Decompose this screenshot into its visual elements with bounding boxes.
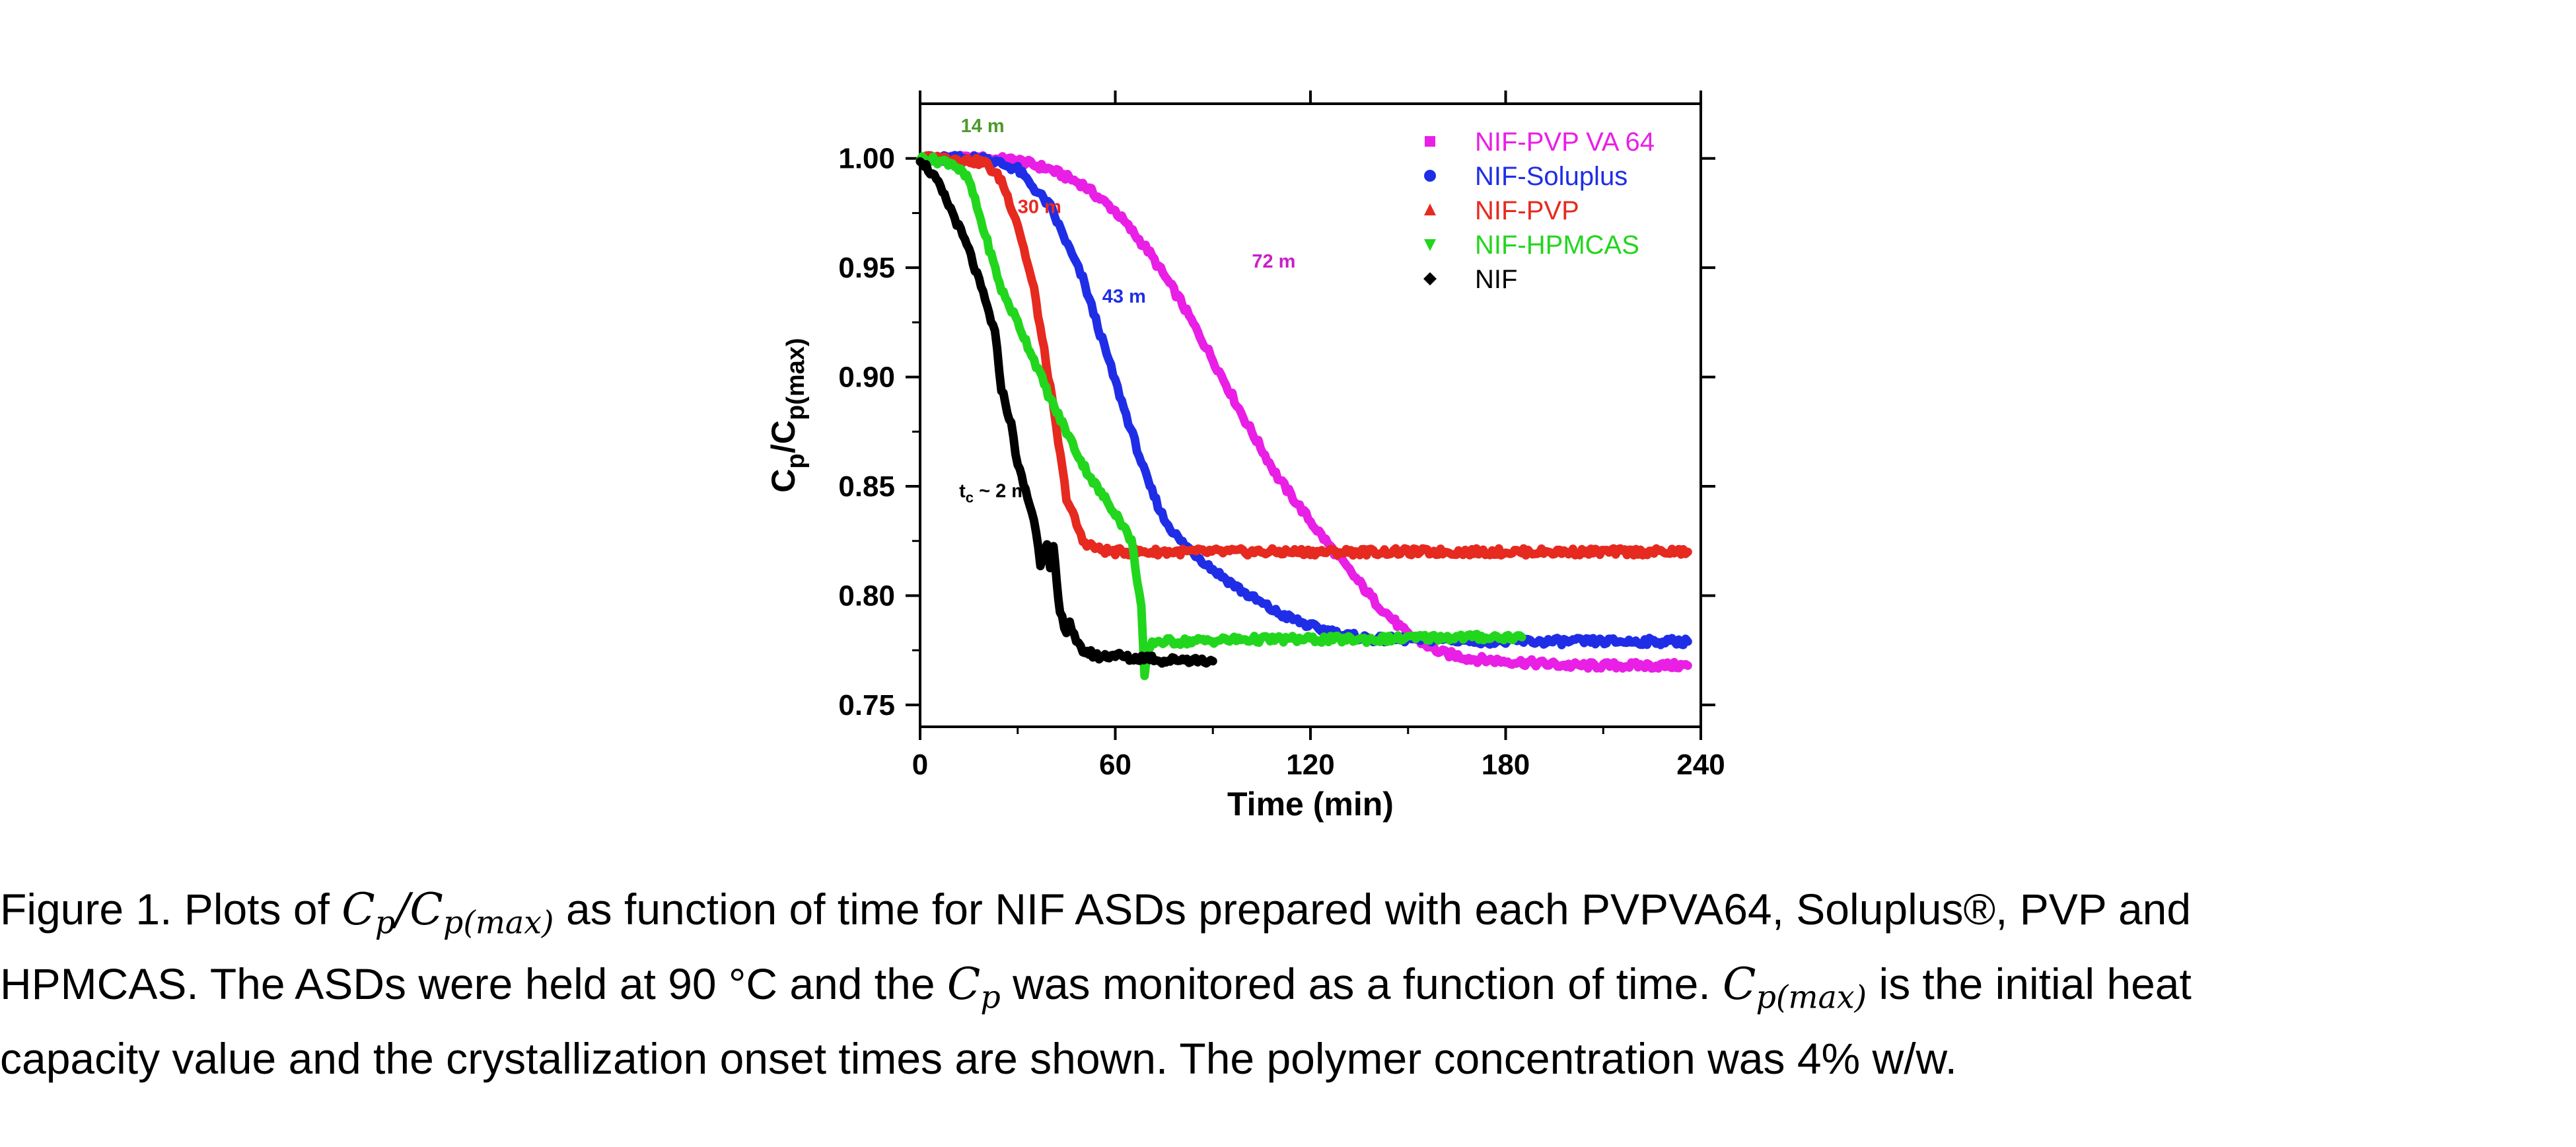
legend-label: NIF-PVP [1475, 196, 1579, 225]
y-tick-label: 1.00 [838, 143, 895, 175]
chart-annotation: tc ~ 2 m [959, 481, 1028, 506]
caption-math-subscript: p(max) [1756, 979, 1867, 1016]
legend-marker-circle [1424, 170, 1436, 182]
caption-math-symbol: C [947, 959, 981, 1010]
caption-line-1: Figure 1. Plots of Cp/Cp(max) as functio… [0, 872, 2576, 947]
x-tick-label: 240 [1676, 749, 1725, 781]
caption-math-subscript: p [375, 905, 396, 942]
chart-annotation: 43 m [1102, 286, 1146, 307]
chart-annotation: 72 m [1252, 251, 1295, 272]
series-line-1 [915, 151, 1692, 649]
chart-figure: 0 60 120 180 240 0.75 0.80 0.85 0.90 0.95 1.00 14 … [765, 91, 1725, 823]
legend-label: NIF-Soluplus [1475, 162, 1628, 191]
caption-math-cp: Cp/Cp(max) [341, 884, 554, 939]
y-axis-title-part: /C [765, 420, 802, 453]
caption-line-3: capacity value and the crystallization o… [0, 1034, 1957, 1083]
y-tick-label: 0.95 [838, 252, 895, 284]
series-line-3 [915, 152, 1526, 681]
series-line-2 [915, 151, 1692, 560]
chart-series-layer [915, 151, 1692, 681]
annotation-part: t [959, 481, 966, 502]
chart-svg: 0 60 120 180 240 0.75 0.80 0.85 0.90 0.95 1.00 14 … [765, 91, 1725, 823]
caption-line-2: HPMCAS. The ASDs were held at 90 °C and … [0, 947, 2576, 1021]
legend-label: NIF [1475, 265, 1517, 294]
x-tick-label: 0 [912, 749, 928, 781]
caption-math-symbol: /C [395, 884, 443, 935]
caption-math-cpmax: Cp(max) [1723, 959, 1867, 1014]
chart-annotation: 14 m [961, 116, 1005, 137]
figure-caption: Figure 1. Plots of Cp/Cp(max) as functio… [0, 872, 2576, 1096]
caption-math-subscript: p [980, 979, 1001, 1016]
legend-marker-diamond [1423, 272, 1437, 285]
chart-legend: NIF-PVP VA 64 NIF-Soluplus NIF-PVP NIF-HPMC… [1423, 128, 1655, 294]
caption-text: was monitored as a function of time. [1000, 959, 1723, 1008]
caption-math-subscript: p(max) [443, 905, 554, 942]
y-axis-title-part: p(max) [782, 338, 810, 420]
caption-math-cp: Cp [947, 959, 1001, 1014]
legend-marker-square [1425, 136, 1435, 147]
y-tick-label: 0.85 [838, 470, 895, 503]
legend-label: NIF-PVP VA 64 [1475, 128, 1655, 157]
x-axis-title: Time (min) [1227, 786, 1394, 823]
caption-text: as function of time for NIF ASDs prepare… [554, 885, 2192, 934]
series-line-4 [915, 157, 1217, 668]
y-tick-label: 0.90 [838, 361, 895, 394]
series-line-0 [915, 151, 1692, 673]
chart-annotation: 30 m [1018, 196, 1061, 217]
y-axis-title: Cp /Cp(max) [765, 338, 810, 492]
caption-math-symbol: C [341, 884, 375, 935]
caption-text: Figure 1. Plots of [0, 885, 342, 934]
x-tick-label: 180 [1482, 749, 1530, 781]
caption-text: is the initial heat [1867, 959, 2192, 1008]
y-axis-title-part: C [765, 468, 802, 492]
y-tick-label: 0.80 [838, 579, 895, 612]
caption-math-symbol: C [1723, 959, 1756, 1010]
chart-annotations: 14 m 30 m 43 m 72 m tc ~ 2 m [959, 116, 1295, 506]
y-axis-title-part: p [782, 453, 810, 468]
x-tick-label: 120 [1286, 749, 1334, 781]
x-tick-label: 60 [1099, 749, 1131, 781]
caption-text: HPMCAS. The ASDs were held at 90 °C and … [0, 959, 947, 1008]
legend-marker-triangle-down [1424, 239, 1436, 251]
legend-marker-triangle-up [1424, 204, 1436, 215]
chart-axes: 0 60 120 180 240 0.75 0.80 0.85 0.90 0.95 1.00 [838, 91, 1725, 781]
annotation-subscript: c [966, 490, 974, 506]
legend-label: NIF-HPMCAS [1475, 231, 1639, 260]
y-tick-label: 0.75 [838, 689, 895, 722]
annotation-part: ~ 2 m [974, 481, 1028, 502]
